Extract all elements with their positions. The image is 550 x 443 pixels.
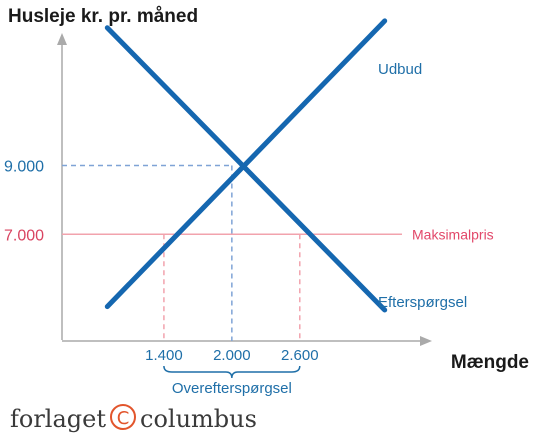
x-tick-label: 2.600 [281,347,319,364]
curves [104,18,388,313]
demand-curve [104,25,388,313]
shortage-brace [163,365,301,379]
logo-text-left: forlaget [10,405,106,433]
y-axis-arrow-icon [57,33,67,45]
guide-lines [62,164,402,379]
supply-curve [104,18,388,310]
x-axis-arrow-icon [420,336,432,346]
logo-text-right: columbus [140,405,257,433]
shortage-label: Overefterspørgsel [172,380,292,397]
x-tick-label: 1.400 [145,347,183,364]
labels: Husleje kr. pr. måned Mængde Maksimalpris U… [4,6,529,397]
x-tick-label: 2.000 [213,347,251,364]
x-axis-title: Mængde [451,352,529,373]
supply-curve-label: Udbud [378,61,422,78]
copyright-logo-icon: C [110,404,136,430]
y-tick-label: 7.000 [4,227,44,244]
y-axis-title: Husleje kr. pr. måned [8,6,198,27]
y-tick-label: 9.000 [4,158,44,175]
price-ceiling-label: Maksimalpris [412,226,494,242]
demand-curve-label: Efterspørgsel [378,294,467,311]
axes [57,33,432,346]
